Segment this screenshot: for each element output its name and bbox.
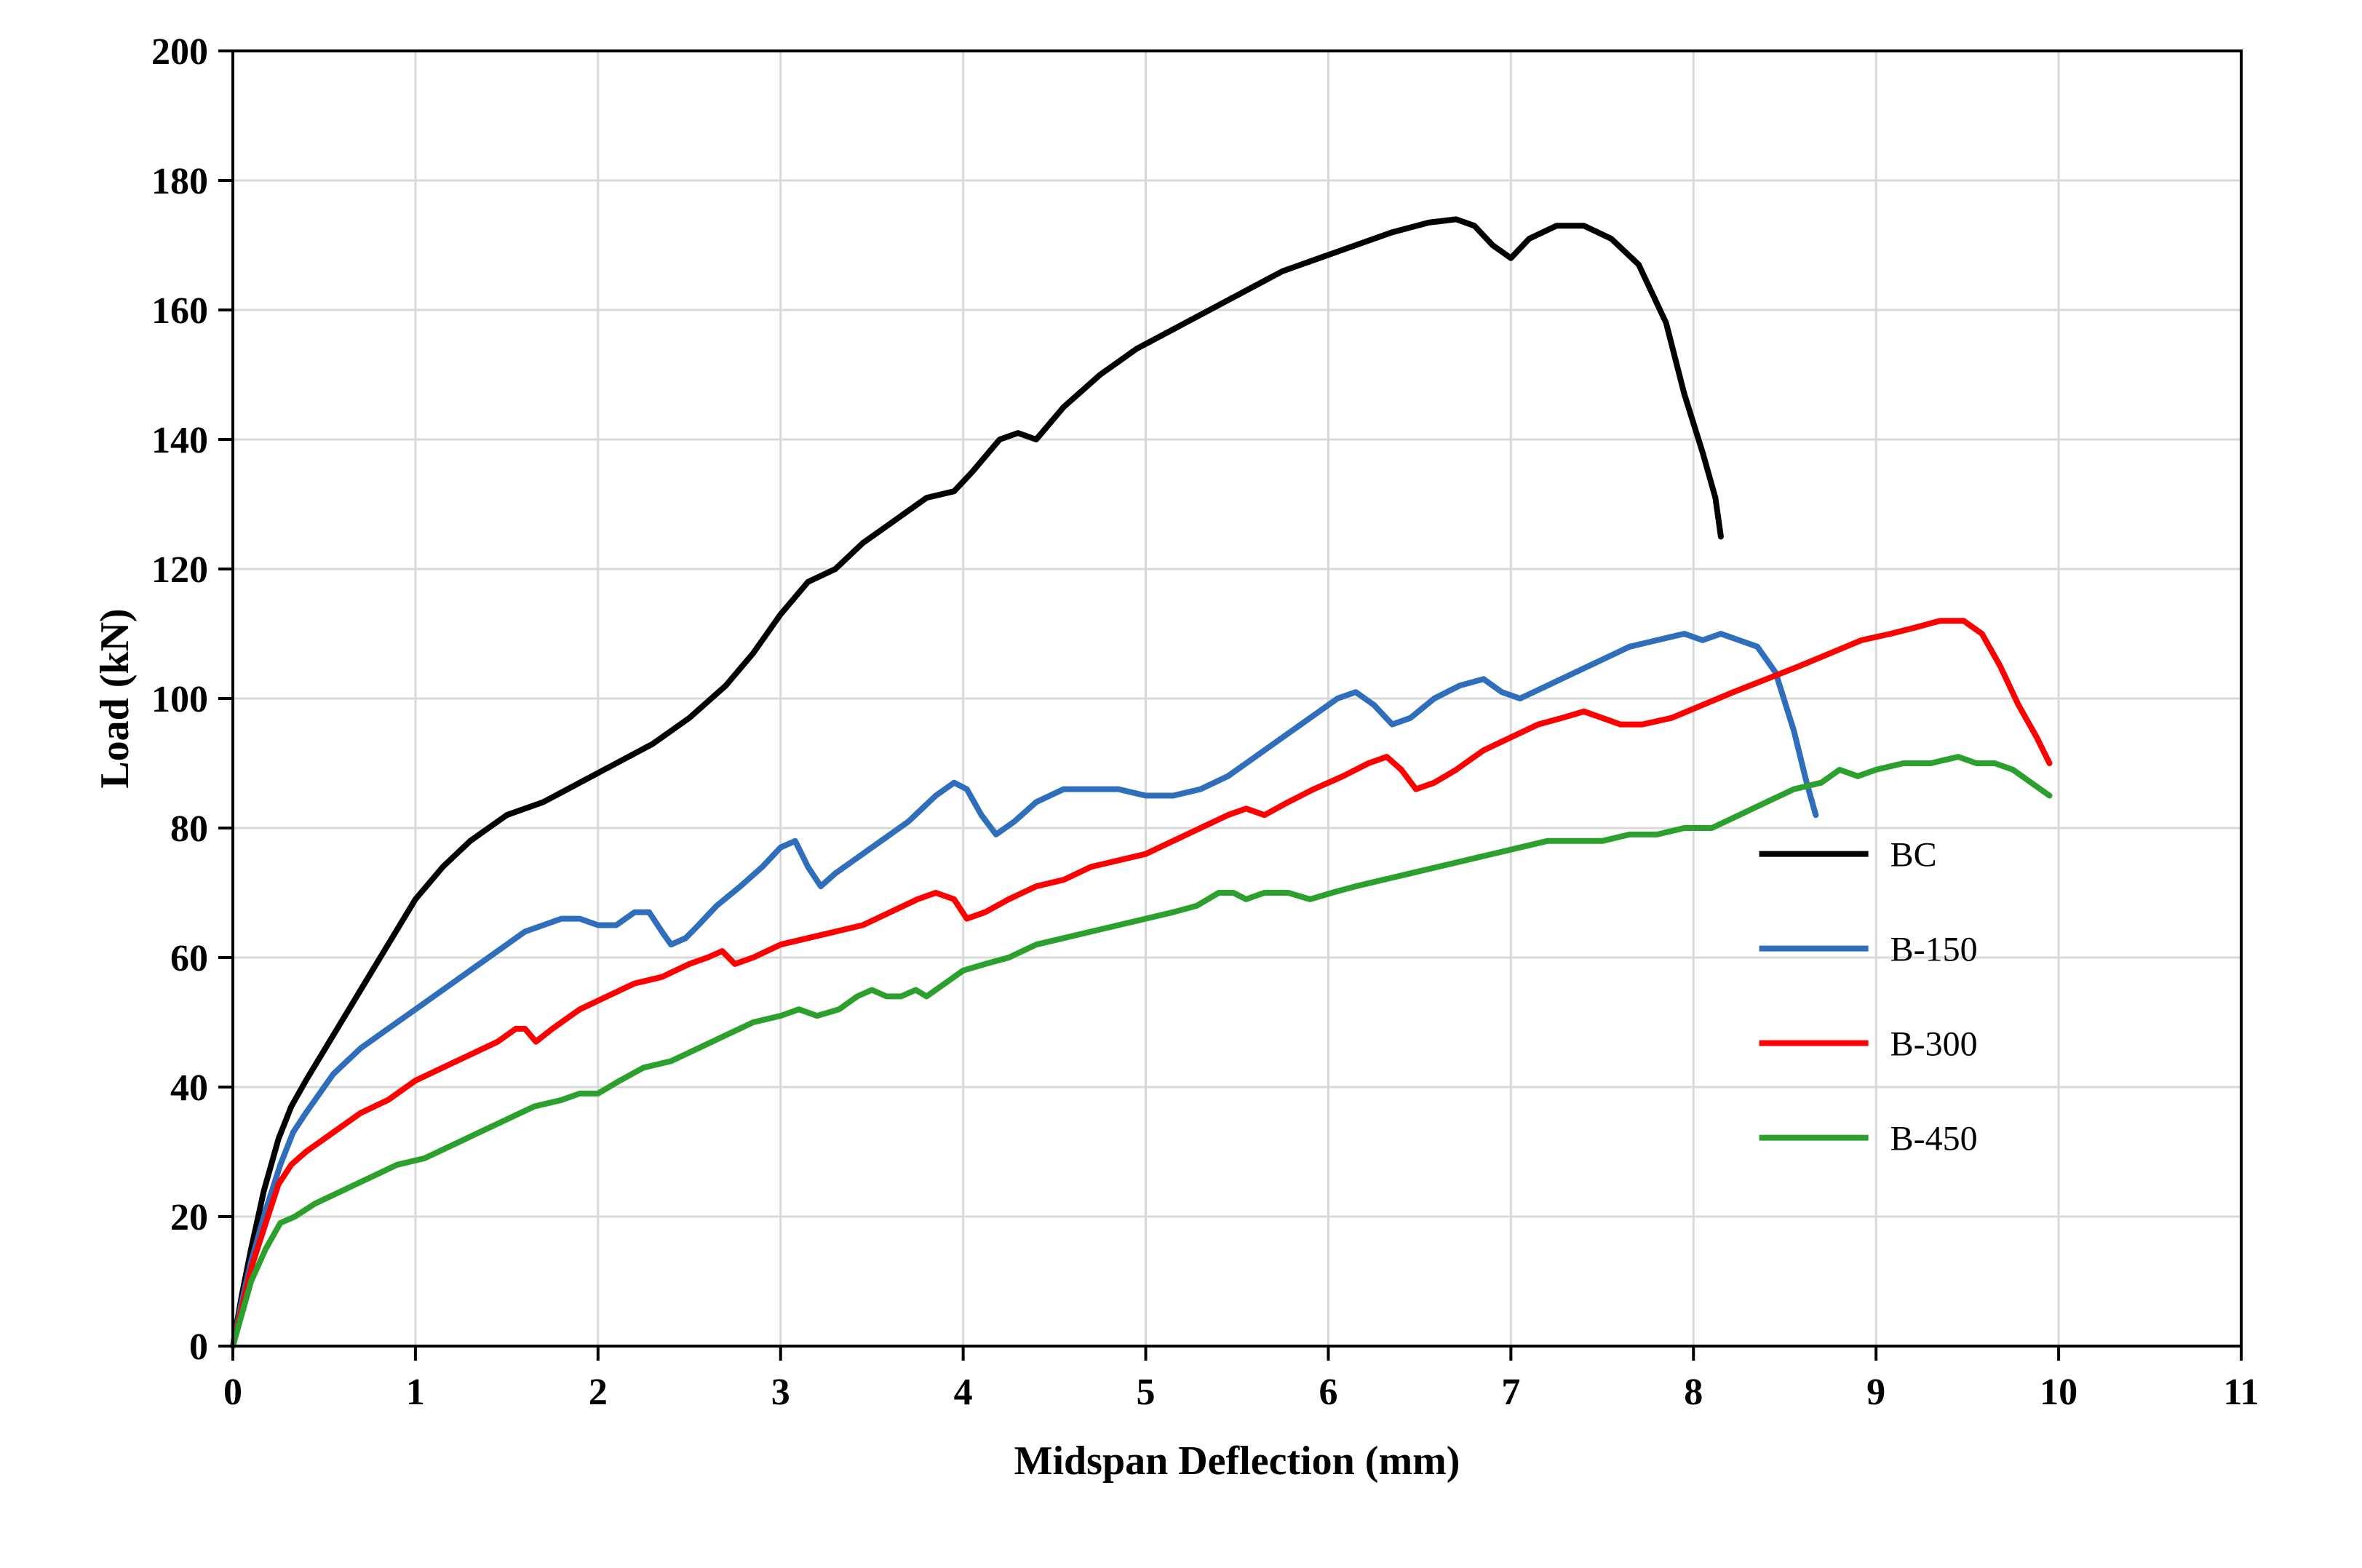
x-tick-label: 0 bbox=[223, 1372, 242, 1413]
x-tick-label: 4 bbox=[954, 1372, 973, 1413]
x-tick-label: 10 bbox=[2040, 1372, 2077, 1413]
x-tick-label: 7 bbox=[1501, 1372, 1520, 1413]
x-tick-label: 11 bbox=[2223, 1372, 2259, 1413]
x-tick-label: 1 bbox=[406, 1372, 425, 1413]
y-tick-label: 120 bbox=[151, 549, 208, 591]
legend-label: B-450 bbox=[1890, 1119, 1978, 1158]
y-tick-label: 140 bbox=[151, 420, 208, 461]
y-tick-label: 60 bbox=[170, 938, 208, 979]
y-axis-title: Load (kN) bbox=[92, 608, 138, 788]
chart-container: { "chart": { "type": "line", "width_px":… bbox=[0, 0, 2362, 1568]
x-tick-label: 6 bbox=[1319, 1372, 1337, 1413]
y-tick-label: 180 bbox=[151, 161, 208, 202]
y-tick-label: 160 bbox=[151, 290, 208, 332]
x-axis-title: Midspan Deflection (mm) bbox=[1014, 1438, 1460, 1484]
x-tick-label: 9 bbox=[1866, 1372, 1885, 1413]
y-tick-label: 0 bbox=[189, 1326, 208, 1368]
chart-svg: 0 1 2 3 4 5 6 7 8 9 10 11 0 20 40 60 80 100 120 140 160 180 20… bbox=[0, 0, 2362, 1568]
y-tick-label: 200 bbox=[151, 31, 208, 73]
y-tick-label: 20 bbox=[170, 1197, 208, 1238]
x-tick-label: 8 bbox=[1684, 1372, 1703, 1413]
y-tick-label: 80 bbox=[170, 808, 208, 850]
y-tick-label: 40 bbox=[170, 1067, 208, 1109]
x-tick-label: 5 bbox=[1137, 1372, 1156, 1413]
y-tick-label: 100 bbox=[151, 679, 208, 720]
legend-label: BC bbox=[1890, 835, 1937, 874]
bg bbox=[0, 0, 2362, 1568]
x-tick-label: 3 bbox=[771, 1372, 790, 1413]
legend-label: B-150 bbox=[1890, 930, 1978, 968]
x-tick-label: 2 bbox=[589, 1372, 608, 1413]
legend-label: B-300 bbox=[1890, 1024, 1978, 1063]
